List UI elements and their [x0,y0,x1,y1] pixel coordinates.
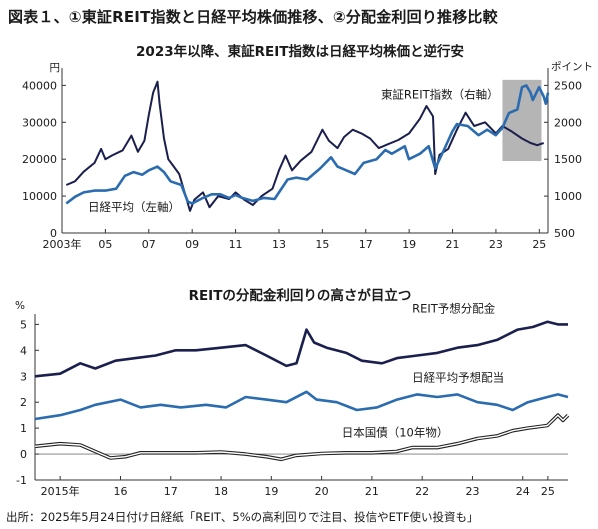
chart-1-left-tick-label: 20000 [22,153,57,166]
chart-2-x-tick-label: 17 [164,485,178,498]
chart-2-x-tick-label: 19 [264,485,278,498]
chart-1-title: 2023年以降、東証REIT指数は日経平均株価と逆行安 [136,43,464,60]
chart-1-series-label: 日経平均（左軸） [88,200,180,214]
chart-2-y-tick-label: 3 [20,370,27,383]
chart-1-right-unit: ポイント [551,61,593,73]
chart-1-right-tick-label: 2500 [554,79,582,92]
chart-1-x-tick-label: 09 [185,238,199,251]
chart-2-x-tick-label: 22 [415,485,429,498]
reit-index-line [65,80,545,212]
nikkei-dividend-line [34,390,569,421]
chart-2-x-tick-label: 23 [465,485,479,498]
chart-1-x-tick-label: 05 [98,238,112,251]
page-title: 図表１、①東証REIT指数と日経平均株価推移、②分配金利回り推移比較 [8,8,498,26]
chart-1-x-tick-label: 11 [229,238,243,251]
chart-1-right-tick-label: 1500 [554,153,582,166]
chart-1-left-tick-label: 40000 [22,79,57,92]
chart-1-x-tick-label: 19 [402,238,416,251]
chart-2-x-tick-label: 21 [365,485,379,498]
jgb-10y-line-inner [34,414,569,460]
chart-1-left-tick-label: 30000 [22,116,57,129]
source-citation: 出所：2025年5月24日付け日経紙「REIT、5%の高利回りで注目、投信やET… [6,510,479,524]
chart-1-reit-vs-nikkei: 2023年以降、東証REIT指数は日経平均株価と逆行安 円 ポイント 0 1000… [22,43,593,251]
chart-2-title: REITの分配金利回りの高さが目立つ [189,287,412,304]
chart-1-left-tick-label: 0 [50,227,57,240]
nikkei-line [65,84,550,205]
chart-1-right-tick-label: 1000 [554,190,582,203]
chart-1-x-tick-label: 2003年 [43,237,82,251]
chart-1-x-tick-label: 17 [359,238,373,251]
chart-2-y-tick-label: 1 [20,422,27,435]
chart-1-x-tick-label: 15 [315,238,329,251]
chart-1-right-tick-label: 2000 [554,116,582,129]
chart-1-x-tick-label: 23 [489,238,503,251]
chart-1-x-tick-label: 25 [532,238,546,251]
chart-2-unit: % [15,300,25,312]
chart-2-y-tick-label: 5 [20,318,27,331]
chart-2-x-tick-label: 25 [541,485,555,498]
chart-2-y-tick-label: 4 [20,344,27,357]
chart-1-left-tick-label: 10000 [22,190,57,203]
chart-1-series-label: 東証REIT指数（右軸） [381,87,499,101]
chart-2-x-tick-label: 2015年 [41,484,80,498]
chart-1-x-tick-label: 13 [272,238,286,251]
chart-1-left-unit: 円 [50,62,61,74]
chart-1-x-tick-label: 07 [142,238,156,251]
chart-2-x-tick-label: 20 [315,485,329,498]
chart-2-y-tick-label: 0 [20,448,27,461]
chart-2-y-tick-label: 2 [20,396,27,409]
chart-2-series-label: 日経平均予想配当 [412,370,504,384]
chart-2-series-label: 日本国債（10年物） [342,425,449,439]
chart-2-y-tick-label: -1 [16,474,27,487]
chart-2-x-tick-label: 18 [214,485,228,498]
chart-1-x-tick-label: 21 [446,238,460,251]
reit-yield-line [34,320,568,378]
chart-2-x-tick-label: 24 [516,485,530,498]
chart-2-series-label: REIT予想分配金 [412,302,496,316]
chart-1-right-tick-label: 500 [554,227,575,240]
chart-2-x-tick-label: 16 [113,485,127,498]
